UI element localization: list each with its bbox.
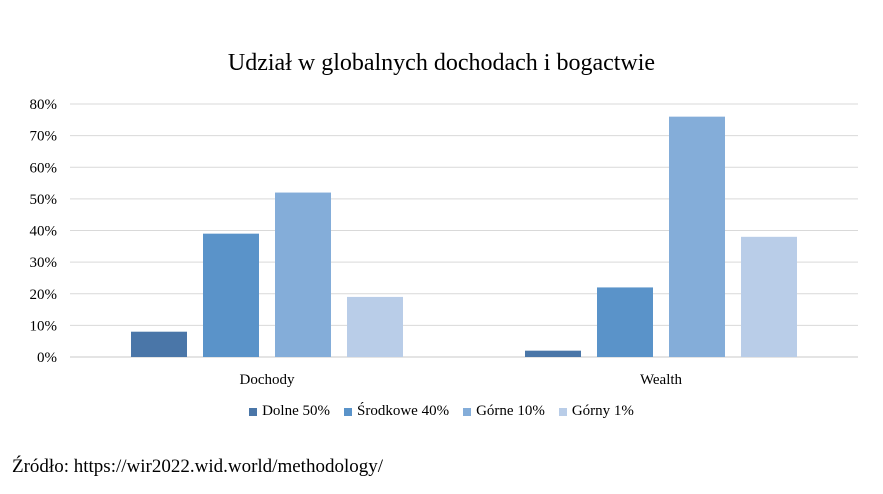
legend-item: Górne 10% [463,403,545,420]
bar [669,116,725,358]
legend-item: Środkowe 40% [344,403,449,420]
bar [741,236,797,357]
legend-label: Dolne 50% [262,403,330,419]
y-tick-label: 20% [30,287,58,303]
bar [275,192,331,357]
y-tick-label: 10% [30,318,58,334]
legend-swatch [249,407,258,416]
legend-swatch [463,407,472,416]
bar [597,287,653,357]
bar [347,296,403,357]
y-tick-label: 0% [37,350,57,366]
y-tick-label: 50% [30,192,58,208]
x-tick-label: Wealth [640,372,683,388]
y-tick-label: 70% [30,129,58,145]
chart-title: Udział w globalnych dochodach i bogactwi… [227,50,656,76]
legend-label: Środkowe 40% [357,403,450,419]
x-tick-label: Dochody [240,372,295,388]
y-tick-label: 40% [30,224,58,240]
legend-label: Górne 10% [476,403,545,419]
legend-swatch [558,407,567,416]
bar-chart: Udział w globalnych dochodach i bogactwi… [0,50,883,420]
y-tick-label: 80% [30,97,58,113]
legend-swatch [344,407,352,416]
source-note: Źródło: https://wir2022.wid.world/method… [12,456,384,477]
chart-plot-area: 0% 10% 20% 30% 40% 50% 60% 70% 80% Dochody Wealth [30,97,858,388]
bar [525,350,581,357]
bar [203,233,259,357]
y-tick-label: 30% [30,255,58,271]
legend-item: Górny 1% [558,403,634,420]
bar [131,331,187,357]
legend-label: Górny 1% [571,403,634,419]
chart-legend: Dolne 50% Środkowe 40% Górne 10% Górny 1% [0,403,883,420]
y-tick-label: 60% [30,160,58,176]
legend-item: Dolne 50% [249,403,330,420]
